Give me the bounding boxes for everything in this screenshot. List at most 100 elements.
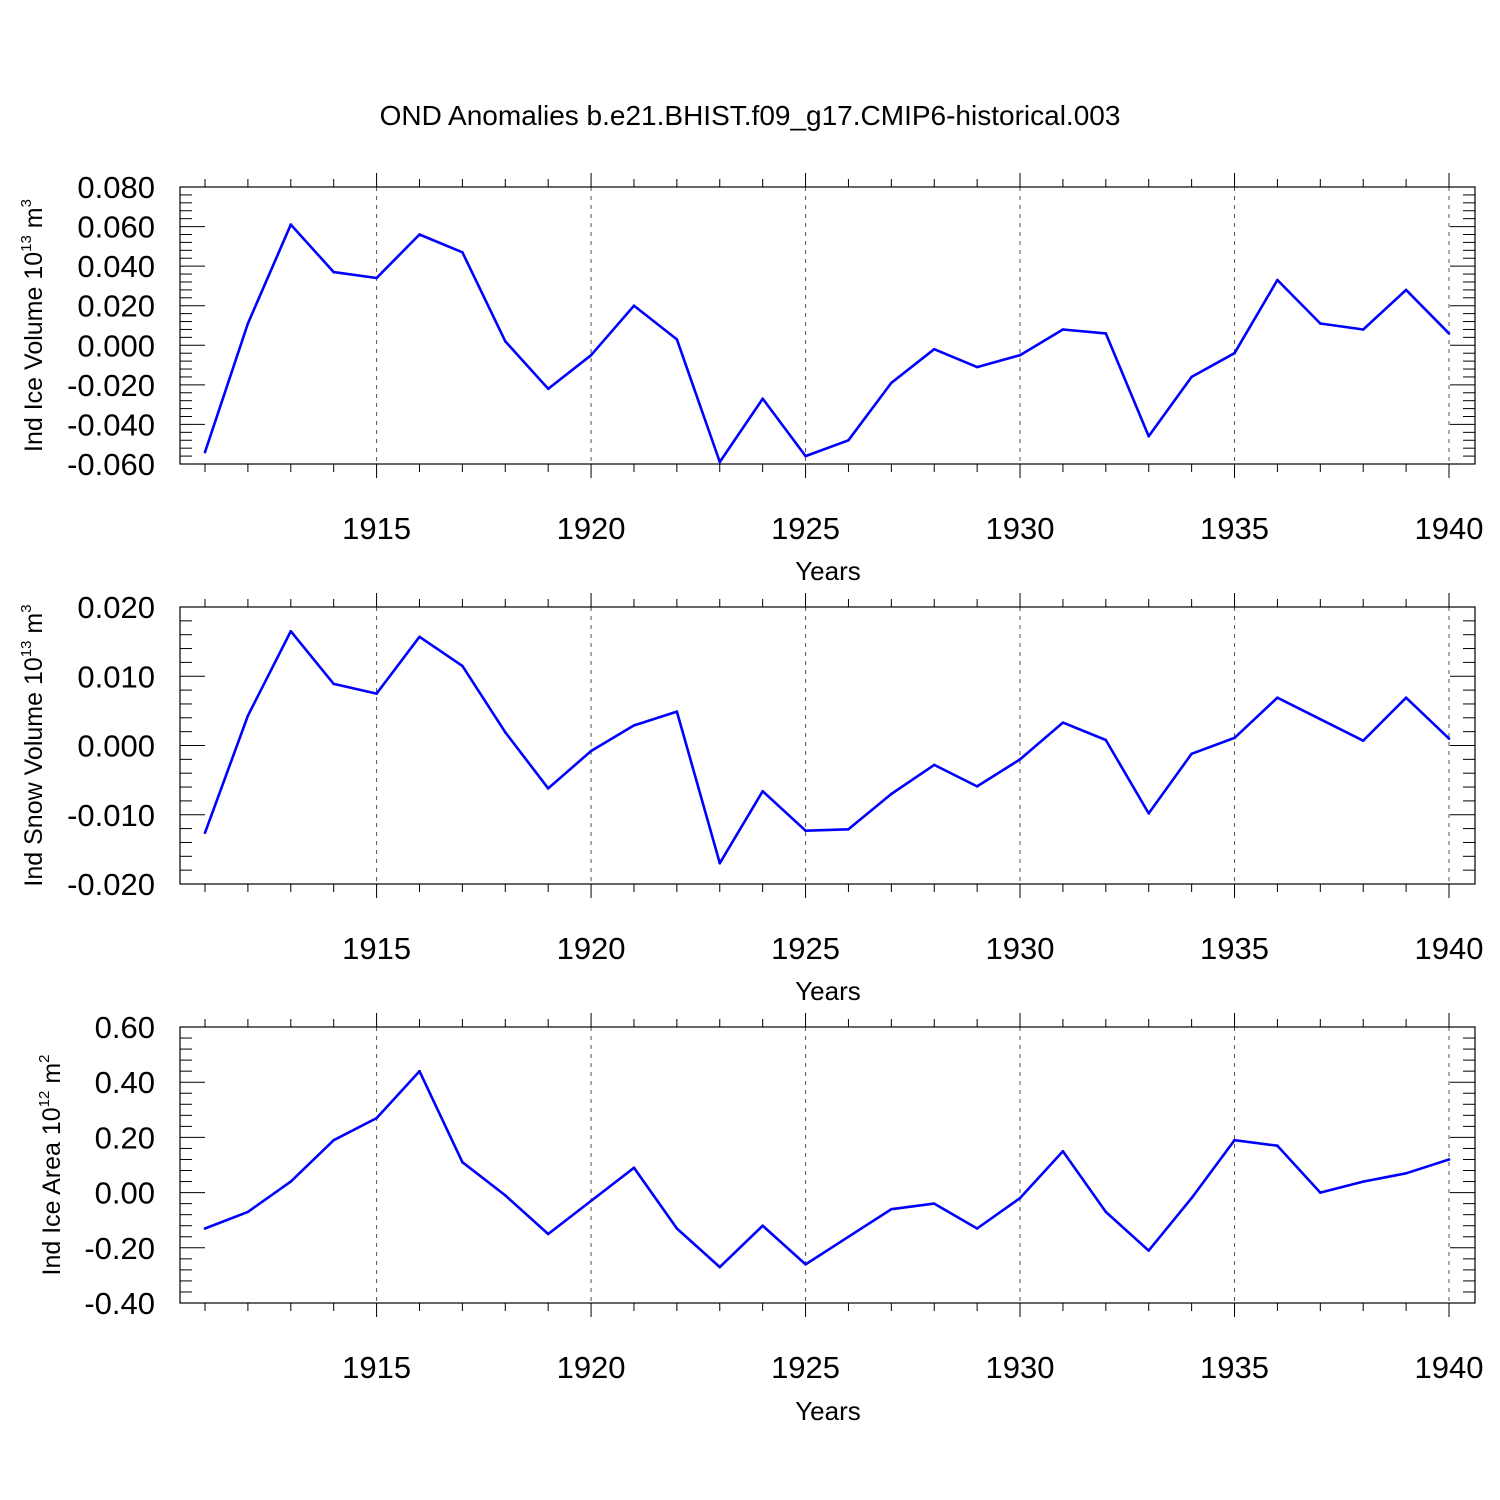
data-point: [1319, 322, 1322, 325]
data-point: [289, 223, 293, 226]
data-point: [289, 629, 293, 633]
data-point: [890, 1207, 893, 1211]
data-point: [1018, 758, 1022, 761]
data-point: [1147, 1249, 1151, 1252]
y-tick-label: 0.00: [95, 1176, 155, 1211]
data-point: [847, 438, 850, 442]
data-point: [1447, 737, 1451, 740]
data-point: [975, 1227, 979, 1230]
y-axis-label: Ind Ice Volume 1013 m3: [18, 199, 48, 452]
data-point: [761, 1224, 764, 1228]
x-tick-label: 1920: [557, 511, 626, 546]
y-tick-label: 0.020: [77, 590, 155, 625]
y-tick-label: -0.010: [67, 798, 155, 833]
chart-panel-1: 1915 1920 1925 1930 1935 1940 -0.060 -0.040 -0.0…: [18, 170, 1483, 586]
data-point: [718, 460, 722, 464]
y-tick-label: 0.060: [77, 210, 155, 245]
data-point: [1190, 1196, 1193, 1200]
data-point: [1061, 328, 1065, 331]
data-point: [546, 1232, 550, 1236]
data-point: [1190, 375, 1193, 379]
data-point: [675, 710, 679, 713]
data-point: [675, 338, 679, 341]
data-point: [332, 1138, 335, 1142]
data-point: [1104, 738, 1108, 742]
data-point: [289, 1180, 293, 1183]
x-tick-label: 1925: [771, 511, 840, 546]
data-point: [761, 397, 764, 401]
y-axis-label: Ind Ice Area 1012 m2: [36, 1055, 66, 1276]
data-point: [1361, 739, 1365, 742]
data-point: [332, 682, 335, 686]
data-point: [418, 233, 421, 236]
x-tick-label: 1935: [1200, 931, 1269, 966]
data-point: [589, 749, 593, 753]
data-point: [589, 1199, 593, 1203]
data-point: [847, 827, 850, 831]
series-line: [203, 223, 1450, 464]
y-tick-label: -0.020: [67, 368, 155, 403]
data-point: [203, 831, 207, 835]
y-tick-label: 0.080: [77, 170, 155, 205]
data-point: [975, 365, 979, 369]
data-point: [418, 635, 421, 639]
x-tick-label: 1920: [557, 1350, 626, 1385]
data-point: [246, 1210, 250, 1214]
y-axis-label: Ind Snow Volume 1013 m3: [18, 604, 48, 886]
chart-panel-2: 1915 1920 1925 1930 1935 1940 -0.020 -0.010 0.00…: [18, 590, 1483, 1006]
data-point: [1233, 1138, 1236, 1142]
data-point: [1190, 752, 1193, 756]
data-point: [418, 1069, 421, 1073]
data-point: [332, 270, 335, 274]
data-point: [632, 724, 636, 727]
data-point: [1276, 1144, 1279, 1147]
figure-title: OND Anomalies b.e21.BHIST.f09_g17.CMIP6-…: [380, 100, 1121, 131]
data-point: [246, 322, 250, 325]
data-point: [1147, 435, 1151, 438]
y-tick-label: 0.20: [95, 1120, 155, 1155]
data-point: [1018, 353, 1022, 357]
data-point: [589, 353, 593, 357]
data-point: [847, 1235, 850, 1239]
y-tick-label: 0.010: [77, 659, 155, 694]
data-point: [1233, 351, 1236, 355]
series-line: [204, 1069, 1450, 1269]
data-point: [632, 1166, 636, 1170]
data-point: [375, 276, 378, 280]
data-point: [975, 785, 979, 788]
data-point: [503, 340, 507, 343]
y-tick-label: -0.060: [67, 447, 155, 482]
data-point: [461, 664, 464, 668]
x-tick-label: 1925: [771, 1350, 840, 1385]
y-tick-label: 0.000: [77, 328, 155, 363]
data-point: [804, 1263, 807, 1266]
data-point: [546, 387, 550, 391]
y-tick-label: 0.60: [95, 1010, 155, 1045]
data-point: [804, 829, 807, 832]
data-point: [1018, 1196, 1022, 1200]
data-point: [718, 1265, 722, 1269]
data-point: [461, 250, 464, 254]
x-tick-label: 1930: [986, 511, 1055, 546]
data-point: [675, 1227, 679, 1230]
x-tick-label: 1915: [342, 931, 411, 966]
data-point: [375, 692, 378, 695]
data-point: [1276, 278, 1279, 282]
plot-frame: [179, 1026, 1476, 1304]
y-tick-label: 0.040: [77, 249, 155, 284]
y-tick-label: -0.20: [84, 1231, 155, 1266]
data-point: [718, 861, 722, 865]
y-tick-label: 0.000: [77, 729, 155, 764]
data-point: [1233, 736, 1236, 740]
data-point: [1104, 1210, 1108, 1214]
data-point: [546, 787, 550, 790]
data-point: [1147, 812, 1151, 815]
y-tick-label: 0.40: [95, 1065, 155, 1100]
data-point: [1361, 328, 1365, 331]
data-point: [890, 381, 893, 385]
data-point: [246, 714, 250, 718]
data-point: [461, 1160, 464, 1164]
x-tick-label: 1940: [1415, 1350, 1484, 1385]
x-tick-label: 1920: [557, 931, 626, 966]
